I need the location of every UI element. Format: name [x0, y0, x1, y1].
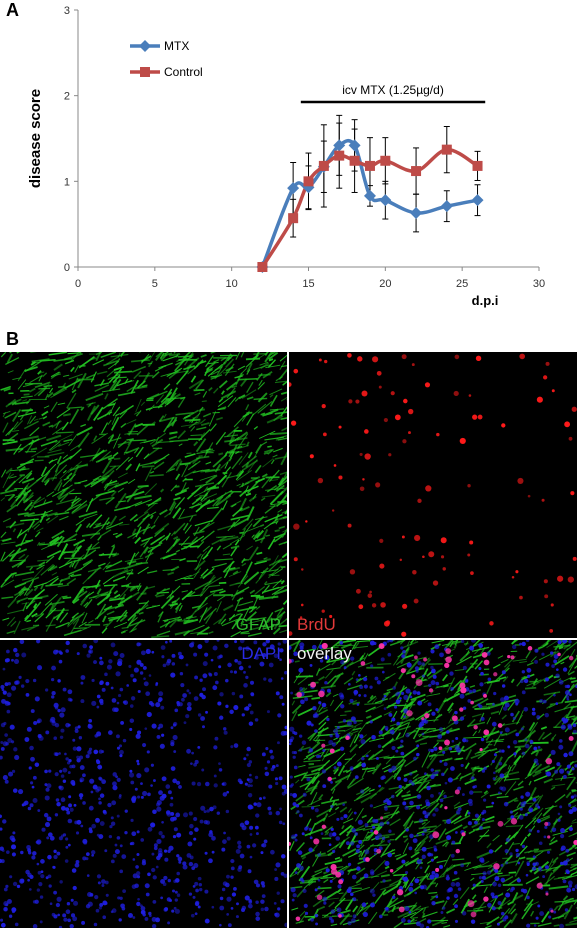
x-tick-label: 25 [456, 278, 468, 290]
gfap-label: GFAP [235, 615, 281, 634]
legend-marker-control [140, 67, 150, 77]
control-point [303, 176, 314, 187]
y-tick-label: 2 [64, 91, 70, 103]
mtx-point [379, 194, 392, 207]
brdu-micrograph: BrdU [289, 352, 577, 638]
y-axis-label: disease score [27, 89, 44, 188]
dapi-label: DAPI [241, 644, 281, 663]
y-tick-label: 0 [64, 262, 70, 274]
mtx-point [410, 207, 423, 220]
control-point [364, 160, 375, 171]
overlay-image [289, 640, 577, 928]
x-tick-label: 20 [379, 278, 391, 290]
legend-label-control: Control [164, 65, 203, 79]
gfap-micrograph: GFAP [0, 352, 287, 638]
control-point [380, 155, 391, 166]
x-tick-label: 0 [75, 278, 81, 290]
control-point [349, 155, 360, 166]
mtx-point [440, 200, 453, 213]
legend-label-mtx: MTX [164, 39, 189, 53]
panel-b-label: B [6, 329, 19, 349]
mtx-point [333, 139, 346, 152]
overlay-micrograph: overlay [289, 640, 577, 928]
mtx-point [287, 182, 300, 195]
mtx-point [348, 139, 361, 152]
control-point [318, 160, 329, 171]
legend-marker-mtx [139, 40, 151, 52]
treatment-annotation: icv MTX (1.25µg/d) [342, 83, 444, 97]
overlay-label: overlay [297, 644, 352, 663]
control-point [334, 150, 345, 161]
control-point [472, 160, 483, 171]
y-tick-label: 1 [64, 176, 70, 188]
x-tick-label: 15 [302, 278, 314, 290]
x-axis-label: d.p.i [472, 293, 499, 308]
control-point [441, 144, 452, 155]
control-point [288, 213, 299, 224]
control-point [257, 262, 268, 272]
x-tick-label: 30 [533, 278, 545, 290]
x-tick-label: 5 [152, 278, 158, 290]
y-tick-label: 3 [64, 5, 70, 17]
gfap-image [0, 352, 287, 638]
mtx-point [471, 194, 484, 207]
control-point [411, 166, 422, 177]
mtx-point [363, 189, 376, 202]
panel-a-label: A [6, 0, 19, 20]
dapi-micrograph: DAPI [0, 640, 287, 928]
dapi-image [0, 640, 287, 928]
brdu-image [289, 353, 577, 637]
brdu-label: BrdU [297, 615, 336, 634]
x-tick-label: 10 [226, 278, 238, 290]
